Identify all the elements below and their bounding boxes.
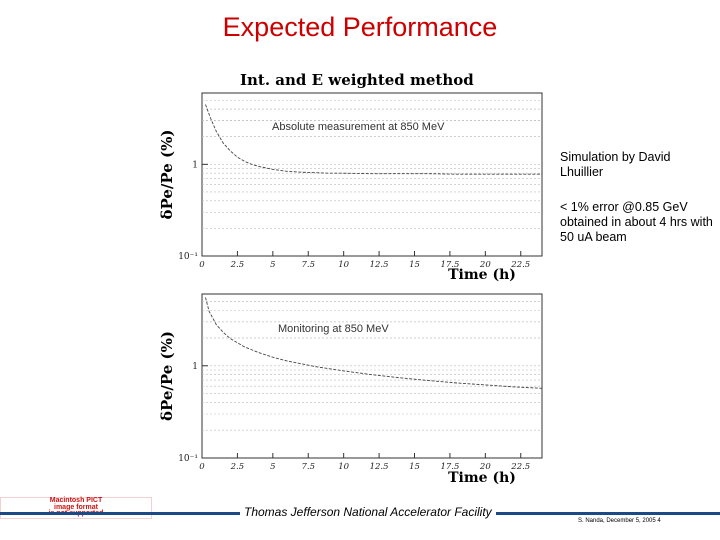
panel-2-x-tick-label: 0 bbox=[199, 462, 205, 472]
panel-1-x-tick-label: 12.5 bbox=[370, 260, 389, 270]
panel-2-annotation: Monitoring at 850 MeV bbox=[278, 323, 389, 335]
figure-title: Int. and E weighted method bbox=[240, 71, 474, 89]
panel-1-series-line bbox=[205, 104, 542, 175]
panel-1-x-tick-label: 7.5 bbox=[301, 260, 315, 270]
panel-1-y-tick-label: 10⁻¹ bbox=[178, 252, 198, 262]
panel-1-x-tick-label: 20 bbox=[479, 260, 491, 270]
panel-2-x-axis-label: Time (h) bbox=[448, 470, 516, 484]
panel-2-x-tick-label: 17.5 bbox=[440, 462, 459, 472]
panel-2-x-tick-label: 2.5 bbox=[230, 462, 245, 472]
panel-1-x-tick-label: 2.5 bbox=[230, 260, 245, 270]
slide-title: Expected Performance bbox=[222, 12, 498, 42]
panel-2-x-tick-label: 10 bbox=[338, 462, 349, 472]
panel-2-x-tick-label: 15 bbox=[409, 462, 420, 472]
footer-author-date: S. Nanda, December 5, 2005 4 bbox=[578, 518, 661, 524]
simulation-note: Simulation by David Lhuillier bbox=[560, 150, 671, 179]
panel-1-x-axis-label: Time (h) bbox=[448, 267, 516, 283]
pict-unsupported-badge: Macintosh PICT image format is not suppo… bbox=[0, 497, 152, 519]
panel-1-x-tick-label: 10 bbox=[338, 260, 349, 270]
panel-1-x-tick-label: 5 bbox=[270, 260, 275, 270]
footer-institution: Thomas Jefferson National Accelerator Fa… bbox=[240, 505, 496, 519]
panel-1-x-tick-label: 22.5 bbox=[510, 260, 530, 270]
panel-2-series-line bbox=[205, 297, 543, 389]
panel-2-x-tick-label: 22.5 bbox=[510, 462, 530, 472]
panel-2-y-axis-label: δPe/Pe (%) bbox=[158, 331, 176, 421]
panel-2-frame bbox=[201, 293, 543, 459]
panel-2-x-tick-label: 7.5 bbox=[301, 462, 315, 472]
panel-1-x-tick-label: 0 bbox=[199, 260, 205, 270]
panel-2-x-tick-label: 12.5 bbox=[370, 462, 389, 472]
panel-2-y-tick-label: 10⁻¹ bbox=[178, 454, 198, 464]
panel-2-x-tick-label: 5 bbox=[270, 462, 275, 472]
panel-1-annotation: Absolute measurement at 850 MeV bbox=[272, 121, 445, 133]
panel-1-frame bbox=[201, 92, 543, 257]
error-note: < 1% error @0.85 GeV obtained in about 4… bbox=[560, 200, 713, 244]
panel-1-y-axis-label: δPe/Pe (%) bbox=[158, 130, 176, 220]
panel-2-y-tick-label: 1 bbox=[192, 362, 198, 372]
panel-1-x-tick-label: 17.5 bbox=[440, 260, 459, 270]
panel-1-x-tick-label: 15 bbox=[409, 260, 420, 270]
pict-line-2: image format bbox=[54, 503, 98, 511]
pict-line-1: Macintosh PICT bbox=[49, 497, 103, 504]
panel-1-y-tick-label: 1 bbox=[192, 160, 198, 170]
panel-2-x-tick-label: 20 bbox=[479, 462, 491, 472]
